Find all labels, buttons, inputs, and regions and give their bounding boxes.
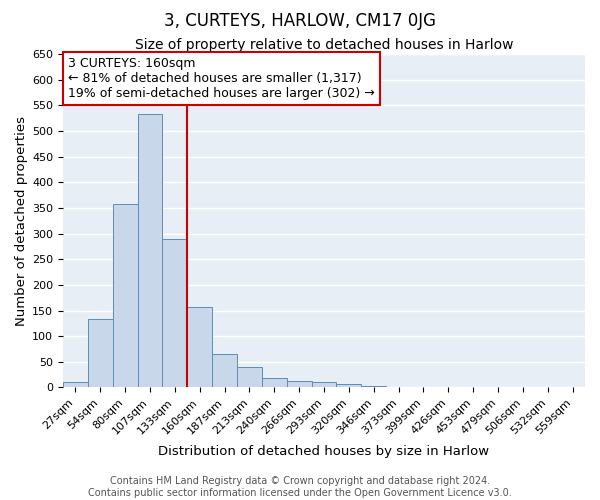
Bar	[287, 381, 311, 388]
Y-axis label: Number of detached properties: Number of detached properties	[15, 116, 28, 326]
Bar	[461, 387, 485, 388]
Bar	[137, 114, 163, 388]
Bar	[560, 387, 585, 388]
Bar	[88, 319, 113, 388]
Bar	[212, 354, 237, 388]
Bar	[187, 307, 212, 388]
Bar	[63, 382, 88, 388]
Bar	[163, 238, 187, 388]
Title: Size of property relative to detached houses in Harlow: Size of property relative to detached ho…	[135, 38, 513, 52]
Bar	[311, 382, 337, 388]
Text: 3, CURTEYS, HARLOW, CM17 0JG: 3, CURTEYS, HARLOW, CM17 0JG	[164, 12, 436, 30]
Bar	[237, 367, 262, 388]
Text: Contains HM Land Registry data © Crown copyright and database right 2024.
Contai: Contains HM Land Registry data © Crown c…	[88, 476, 512, 498]
Bar	[361, 386, 386, 388]
Text: 3 CURTEYS: 160sqm
← 81% of detached houses are smaller (1,317)
19% of semi-detac: 3 CURTEYS: 160sqm ← 81% of detached hous…	[68, 58, 375, 100]
Bar	[113, 204, 137, 388]
X-axis label: Distribution of detached houses by size in Harlow: Distribution of detached houses by size …	[158, 444, 490, 458]
Bar	[262, 378, 287, 388]
Bar	[337, 384, 361, 388]
